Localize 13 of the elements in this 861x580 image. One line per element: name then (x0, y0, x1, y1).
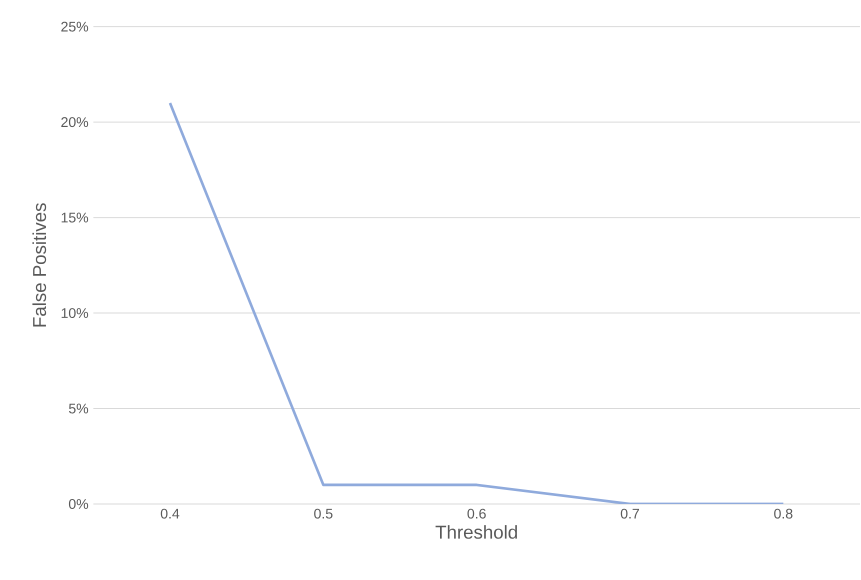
x-tick-label: 0.6 (467, 508, 486, 519)
x-tick-label: 0.5 (314, 508, 332, 519)
y-axis-title: False Positives (32, 203, 46, 327)
x-axis-title: Threshold (436, 525, 517, 539)
x-tick-label: 0.8 (774, 508, 792, 519)
y-tick-label: 5% (68, 404, 88, 414)
x-tick-label: 0.7 (620, 508, 640, 519)
y-tick-label: 15% (62, 212, 88, 223)
y-tick-label: 20% (61, 117, 88, 128)
y-tick-label: 10% (62, 308, 88, 318)
y-tick-label: 25% (61, 22, 88, 32)
y-tick-label: 0% (68, 499, 88, 509)
x-tick-label: 0.4 (160, 508, 180, 519)
